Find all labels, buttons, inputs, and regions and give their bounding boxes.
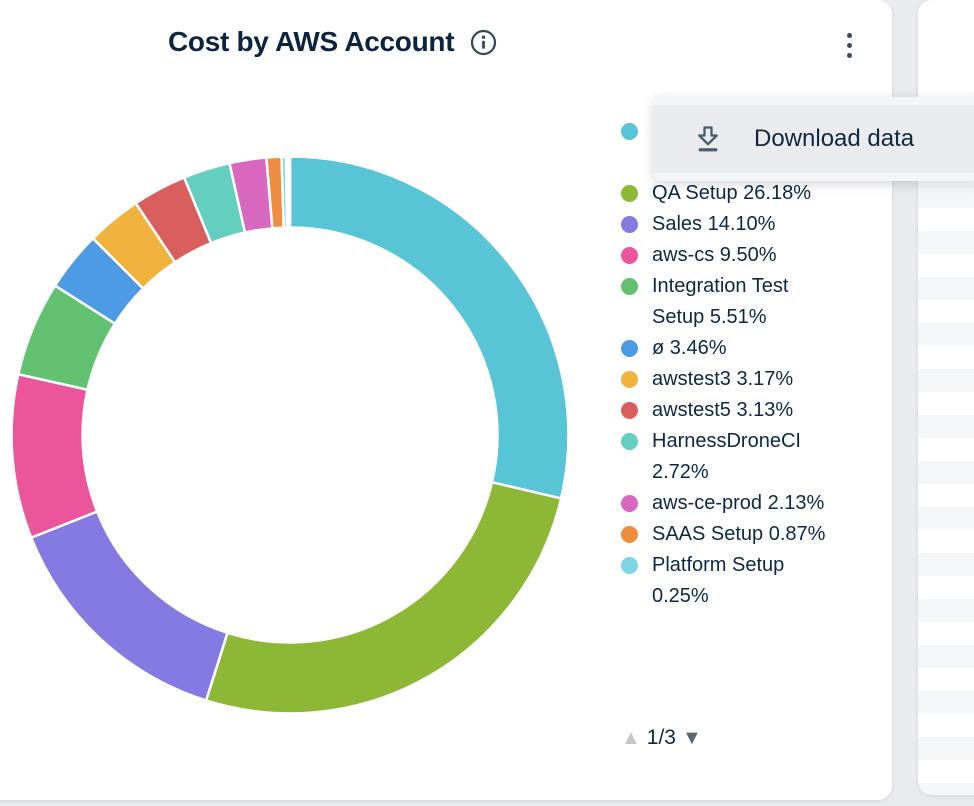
info-icon[interactable]	[470, 29, 497, 56]
menu-item-label: Download data	[754, 125, 915, 152]
legend-bullet-icon	[621, 557, 638, 574]
donut-chart[interactable]	[9, 154, 571, 716]
legend-item[interactable]: Platform Setup 0.25%	[621, 550, 866, 612]
legend-bullet-icon	[621, 371, 638, 388]
legend-item-label: Sales 14.10%	[652, 213, 776, 235]
adjacent-card-rows	[918, 162, 974, 795]
legend-bullet-icon	[621, 278, 638, 295]
legend-bullet-icon	[621, 433, 638, 450]
legend-item[interactable]: awstest5 3.13%	[621, 395, 866, 426]
legend-item[interactable]: aws-cs 9.50%	[621, 240, 866, 271]
widget-context-menu: Download data	[653, 97, 974, 181]
legend-item-label: aws-ce-prod 2.13%	[652, 492, 825, 514]
donut-slice[interactable]	[10, 372, 99, 540]
kebab-dot	[846, 42, 852, 48]
legend-bullet-icon	[621, 123, 638, 140]
legend-pagination: ▲ 1/3 ▼	[621, 726, 702, 750]
legend-bullet-icon	[621, 495, 638, 512]
legend-item-label: Integration Test Setup 5.51%	[652, 275, 789, 328]
legend-item[interactable]: aws-ce-prod 2.13%	[621, 488, 866, 519]
legend-item-label: Platform Setup 0.25%	[652, 554, 785, 607]
legend-bullet-icon	[621, 340, 638, 357]
legend-bullet-icon	[621, 216, 638, 233]
card-header: Cost by AWS Account	[168, 22, 497, 62]
legend-item[interactable]: QA Setup 26.18%	[621, 178, 866, 209]
legend-item[interactable]: HarnessDroneCI 2.72%	[621, 426, 866, 488]
legend-item-label: SAAS Setup 0.87%	[652, 523, 826, 545]
legend-item-label: awstest5 3.13%	[652, 399, 794, 421]
legend-item[interactable]: Sales 14.10%	[621, 209, 866, 240]
chart-legend: QA Setup 26.18% Sales 14.10% aws-cs 9.50% I…	[621, 116, 866, 627]
widget-menu-button[interactable]	[836, 27, 862, 63]
legend-bullet-icon	[621, 185, 638, 202]
download-icon	[698, 126, 718, 152]
legend-item[interactable]: Integration Test Setup 5.51%	[621, 271, 866, 333]
kebab-dot	[846, 52, 852, 58]
legend-item-label: awstest3 3.17%	[652, 368, 794, 390]
donut-slice[interactable]	[288, 155, 570, 500]
page-indicator: 1/3	[646, 726, 676, 749]
legend-bullet-icon	[621, 247, 638, 264]
donut-slice[interactable]	[204, 480, 563, 715]
download-data-menu-item[interactable]: Download data	[653, 105, 974, 173]
page-up-icon[interactable]: ▲	[621, 727, 641, 749]
page-title: Cost by AWS Account	[168, 26, 455, 57]
legend-item-label: HarnessDroneCI 2.72%	[652, 430, 801, 483]
legend-item[interactable]	[621, 116, 866, 178]
legend-item-clipped	[621, 614, 866, 627]
legend-item[interactable]: SAAS Setup 0.87%	[621, 519, 866, 550]
legend-item-label: QA Setup 26.18%	[652, 182, 812, 204]
legend-bullet-icon	[621, 402, 638, 419]
donut-slice[interactable]	[286, 155, 292, 229]
legend-item-label: aws-cs 9.50%	[652, 244, 777, 266]
donut-slice[interactable]	[29, 509, 230, 703]
page-down-icon[interactable]: ▼	[682, 727, 702, 749]
legend-item[interactable]: awstest3 3.17%	[621, 364, 866, 395]
legend-item[interactable]: ø 3.46%	[621, 333, 866, 364]
donut-chart-svg[interactable]	[9, 154, 571, 716]
legend-bullet-icon	[621, 526, 638, 543]
legend-item-label: ø 3.46%	[652, 337, 727, 359]
kebab-dot	[846, 32, 852, 38]
